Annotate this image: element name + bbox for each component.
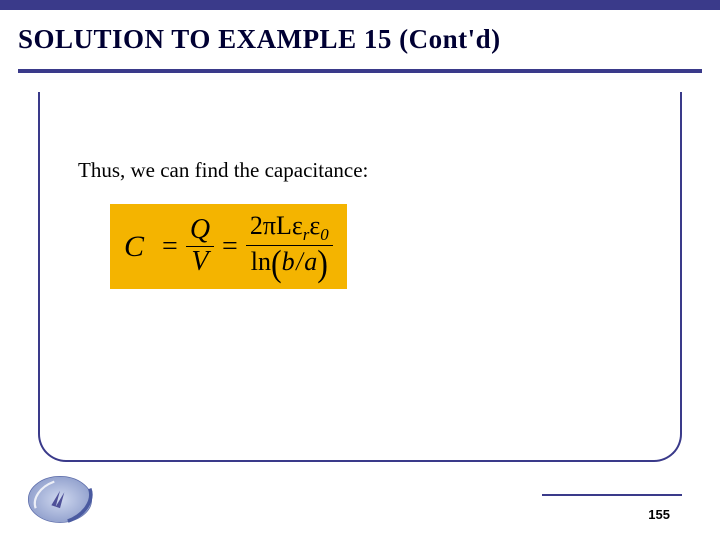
top-accent-bar (0, 0, 720, 10)
num-pi: π (263, 211, 276, 240)
equals-sign-2: = (222, 231, 238, 263)
num-eps2: ε (309, 211, 320, 240)
den-b: b (282, 247, 295, 276)
body-text: Thus, we can find the capacitance: (78, 158, 368, 183)
capacitance-formula: C = Q V = 2πLεrε0 ln(b/a) (110, 204, 347, 289)
frac1-den: V (187, 247, 212, 278)
title-underline (18, 69, 702, 73)
frac2-den: ln(b/a) (247, 246, 332, 281)
formula-lhs: C (124, 230, 144, 264)
den-ln: ln (251, 247, 271, 276)
slide-title: SOLUTION TO EXAMPLE 15 (Cont'd) (18, 24, 702, 55)
fraction-qv: Q V (186, 215, 214, 278)
num-L: L (276, 211, 292, 240)
title-block: SOLUTION TO EXAMPLE 15 (Cont'd) (18, 24, 702, 73)
frac2-num: 2πLεrε0 (246, 212, 333, 245)
fraction-main: 2πLεrε0 ln(b/a) (246, 212, 333, 281)
num-eps1: ε (292, 211, 303, 240)
num-2: 2 (250, 211, 263, 240)
equals-sign-1: = (162, 231, 178, 263)
frac1-num: Q (186, 215, 214, 246)
den-lparen: ( (271, 244, 282, 284)
den-rparen: ) (317, 244, 328, 284)
page-number: 155 (648, 507, 670, 522)
den-a: a (304, 247, 317, 276)
bottom-rule (542, 494, 682, 496)
slide-logo (24, 468, 96, 528)
